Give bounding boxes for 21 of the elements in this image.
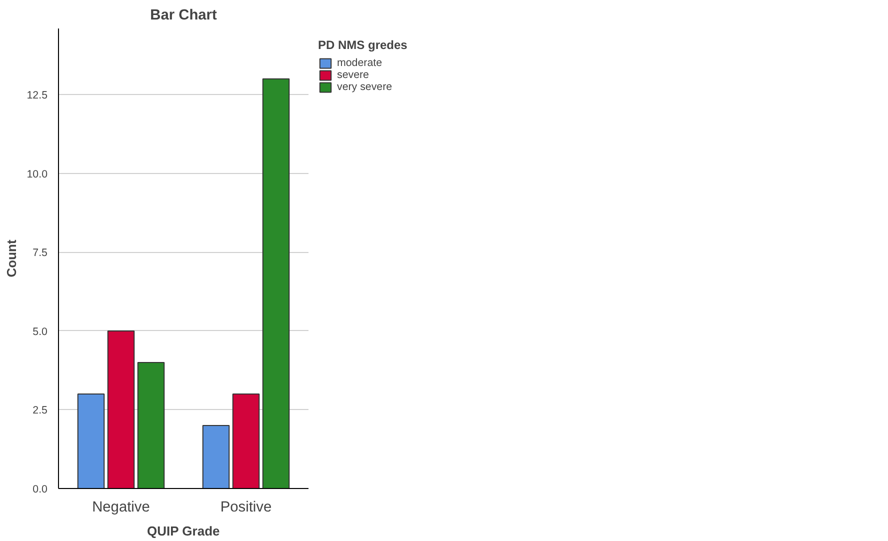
y-tick-label: 7.5 xyxy=(32,247,48,260)
y-tick-label: 0.0 xyxy=(32,484,48,496)
x-axis-title: QUIP Grade xyxy=(147,524,220,538)
legend-title: PD NMS gredes xyxy=(318,38,408,52)
y-axis-title: Count xyxy=(4,239,19,278)
x-tick-label: Positive xyxy=(220,500,272,516)
x-tick-label: Negative xyxy=(92,500,150,516)
chart-title: Bar Chart xyxy=(150,8,218,24)
y-tick-label: 2.5 xyxy=(32,404,48,417)
bar xyxy=(202,424,230,488)
legend-label: very severe xyxy=(337,81,392,93)
legend-label: severe xyxy=(337,69,369,81)
bar xyxy=(262,78,290,488)
y-tick-label: 12.5 xyxy=(26,90,48,102)
legend-label: moderate xyxy=(337,57,382,69)
bar xyxy=(107,330,135,488)
y-tick-label: 5.0 xyxy=(32,326,48,338)
bar xyxy=(77,393,105,488)
bar xyxy=(137,362,165,488)
bar xyxy=(232,393,260,488)
y-tick-label: 10.0 xyxy=(26,168,48,180)
